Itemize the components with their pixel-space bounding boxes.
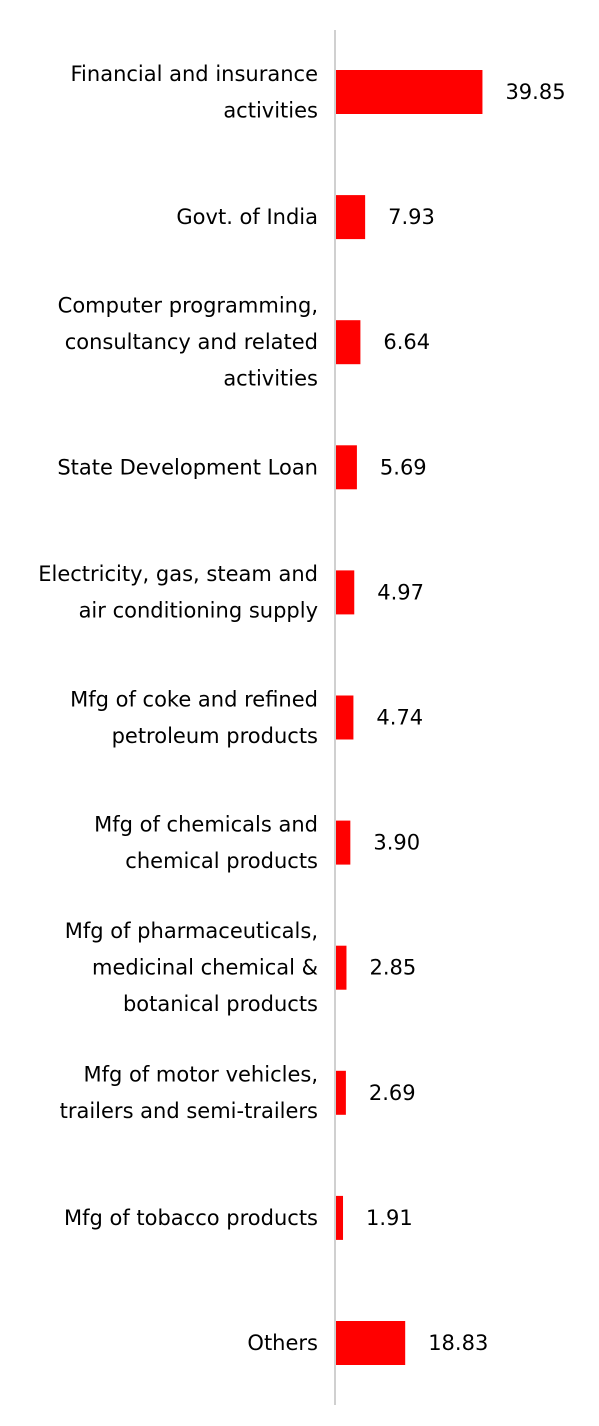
data-label: 5.69 [380, 455, 427, 479]
category-label: Electricity, gas, steam and [38, 562, 318, 586]
bar-group: Mfg of pharmaceuticals, medicinal chemica… [65, 919, 416, 1016]
bar-group: Computer programming, consultancy and rel… [58, 294, 430, 391]
data-label: 7.93 [388, 205, 435, 229]
category-label: trailers and semi-trailers [60, 1099, 318, 1123]
category-label: Mfg of coke and refined [70, 687, 318, 711]
data-label: 1.91 [366, 1206, 413, 1230]
bar [336, 820, 351, 865]
bar-group: Mfg of tobacco products 1.91 [64, 1195, 413, 1240]
bar-group: Mfg of motor vehicles, trailers and semi-… [60, 1063, 416, 1124]
category-label: State Development Loan [57, 455, 318, 479]
data-label: 4.74 [376, 706, 423, 730]
data-label: 3.90 [373, 831, 420, 855]
category-label: air conditioning supply [79, 599, 318, 623]
bar-group: Govt. of India 7.93 [176, 195, 435, 240]
category-label: medicinal chemical & [92, 956, 318, 980]
bar [336, 1195, 344, 1240]
bar [336, 320, 361, 365]
category-label: consultancy and related [65, 330, 318, 354]
data-label: 6.64 [383, 330, 430, 354]
category-label: Mfg of chemicals and [94, 812, 318, 836]
category-label: Mfg of tobacco products [64, 1206, 318, 1230]
bar [336, 945, 347, 990]
bar-group: State Development Loan 5.69 [57, 445, 427, 490]
bar-group: Others 18.83 [247, 1321, 488, 1365]
bar [336, 1070, 346, 1115]
bar-group: Mfg of coke and refined petroleum product… [70, 687, 423, 748]
category-label: Mfg of motor vehicles, [83, 1063, 318, 1087]
bar [336, 695, 354, 740]
bar [336, 70, 483, 114]
bar [336, 195, 366, 240]
category-label: petroleum products [112, 724, 318, 748]
category-label: Financial and insurance [71, 62, 319, 86]
data-label: 4.97 [377, 580, 424, 604]
bar [336, 570, 355, 615]
category-label: Computer programming, [58, 294, 318, 318]
category-label: activities [223, 98, 318, 122]
bar-group: Mfg of chemicals and chemical products 3.9… [94, 812, 420, 873]
category-label: botanical products [123, 992, 318, 1016]
data-label: 2.85 [369, 956, 416, 980]
category-label: chemical products [125, 849, 318, 873]
category-label: Others [247, 1331, 318, 1355]
category-label: Mfg of pharmaceuticals, [65, 919, 318, 943]
bar-group: Electricity, gas, steam and air condition… [38, 562, 424, 623]
data-label: 18.83 [428, 1331, 488, 1355]
data-label: 39.85 [505, 80, 565, 104]
bar [336, 445, 357, 490]
bar [336, 1321, 406, 1365]
data-label: 2.69 [369, 1081, 416, 1105]
bar-group: Financial and insurance activities 39.85 [71, 62, 566, 123]
category-label: Govt. of India [176, 205, 318, 229]
category-label: activities [223, 367, 318, 391]
